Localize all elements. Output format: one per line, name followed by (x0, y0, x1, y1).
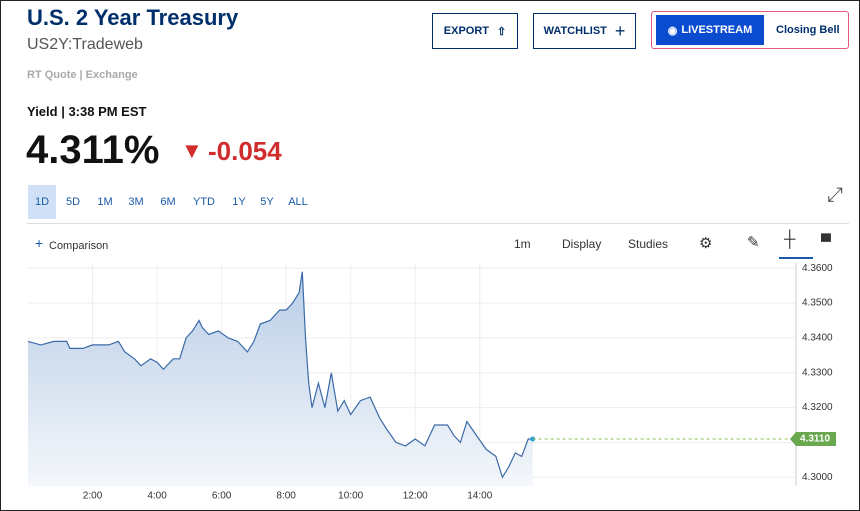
y-tick-label: 4.3200 (802, 402, 833, 413)
range-button[interactable]: 3M (128, 196, 144, 208)
y-tick-label: 4.3400 (802, 333, 833, 344)
title: U.S. 2 Year Treasury (27, 5, 239, 30)
plus-icon: + (614, 20, 626, 41)
plus-icon: + (35, 235, 44, 251)
display[interactable]: Display (562, 237, 602, 251)
x-tick-label: 4:00 (147, 491, 167, 502)
export-icon: ⇧ (497, 25, 507, 38)
live-dot: ◉ (667, 24, 678, 37)
range-button[interactable]: 1M (97, 196, 113, 208)
export-button[interactable]: EXPORT ⇧ (432, 13, 518, 49)
current-tag (790, 431, 836, 446)
x-tick-label: 10:00 (338, 491, 363, 502)
line (27, 271, 533, 479)
closing-bell[interactable]: Closing Bell (776, 24, 840, 36)
range-button[interactable]: 6M (160, 196, 176, 208)
price: 4.311% (26, 128, 160, 172)
quote-label: Yield | 3:38 PM EST (27, 104, 147, 119)
y-tick-label: 4.3500 (802, 298, 833, 309)
down-arrow: ▼ (181, 138, 203, 163)
range-button[interactable]: ALL (288, 196, 308, 208)
range-button[interactable]: YTD (193, 196, 215, 208)
settings-icon[interactable]: ⚙ (699, 235, 713, 252)
livestream-button[interactable]: ◉ LIVESTREAM (656, 15, 764, 45)
interval[interactable]: 1m (514, 237, 531, 251)
x-tick-label: 12:00 (403, 491, 428, 502)
area (28, 271, 533, 486)
studies[interactable]: Studies (628, 237, 669, 251)
current-label: 4.3110 (800, 434, 830, 445)
crosshair-icon[interactable]: ┼ (784, 231, 796, 248)
comment-icon[interactable]: ▀ (821, 233, 831, 249)
expand-icon[interactable]: ⤢ (827, 184, 843, 206)
live-box: ◉ LIVESTREAM Closing Bell (651, 11, 849, 49)
chart: 4.30004.31004.32004.33004.34004.35004.36… (27, 263, 836, 502)
comparison[interactable]: Comparison (49, 240, 109, 252)
range-button[interactable]: 5Y (260, 196, 274, 208)
y-tick-label: 4.3000 (802, 472, 833, 483)
export-label: EXPORT (443, 25, 489, 37)
x-tick-label: 14:00 (467, 491, 492, 502)
watchlist-label: WATCHLIST (543, 25, 607, 37)
range-button[interactable]: 5D (65, 196, 81, 208)
range-button[interactable]: 1D (28, 185, 56, 219)
x-tick-label: 2:00 (83, 491, 103, 502)
livestream-label: LIVESTREAM (681, 24, 753, 36)
divider (27, 223, 849, 224)
change: -0.054 (208, 136, 282, 166)
x-tick-label: 6:00 (212, 491, 232, 502)
draw-icon[interactable]: ✎ (747, 234, 760, 251)
y-tick-label: 4.3600 (802, 263, 833, 274)
quote-source: RT Quote | Exchange (27, 69, 138, 81)
range-button[interactable]: 1Y (232, 196, 246, 208)
y-tick-label: 4.3300 (802, 367, 833, 378)
watchlist-button[interactable]: WATCHLIST + (533, 13, 636, 49)
x-tick-label: 8:00 (276, 491, 296, 502)
active-underline (779, 257, 813, 259)
symbol: US2Y:Tradeweb (27, 36, 143, 53)
